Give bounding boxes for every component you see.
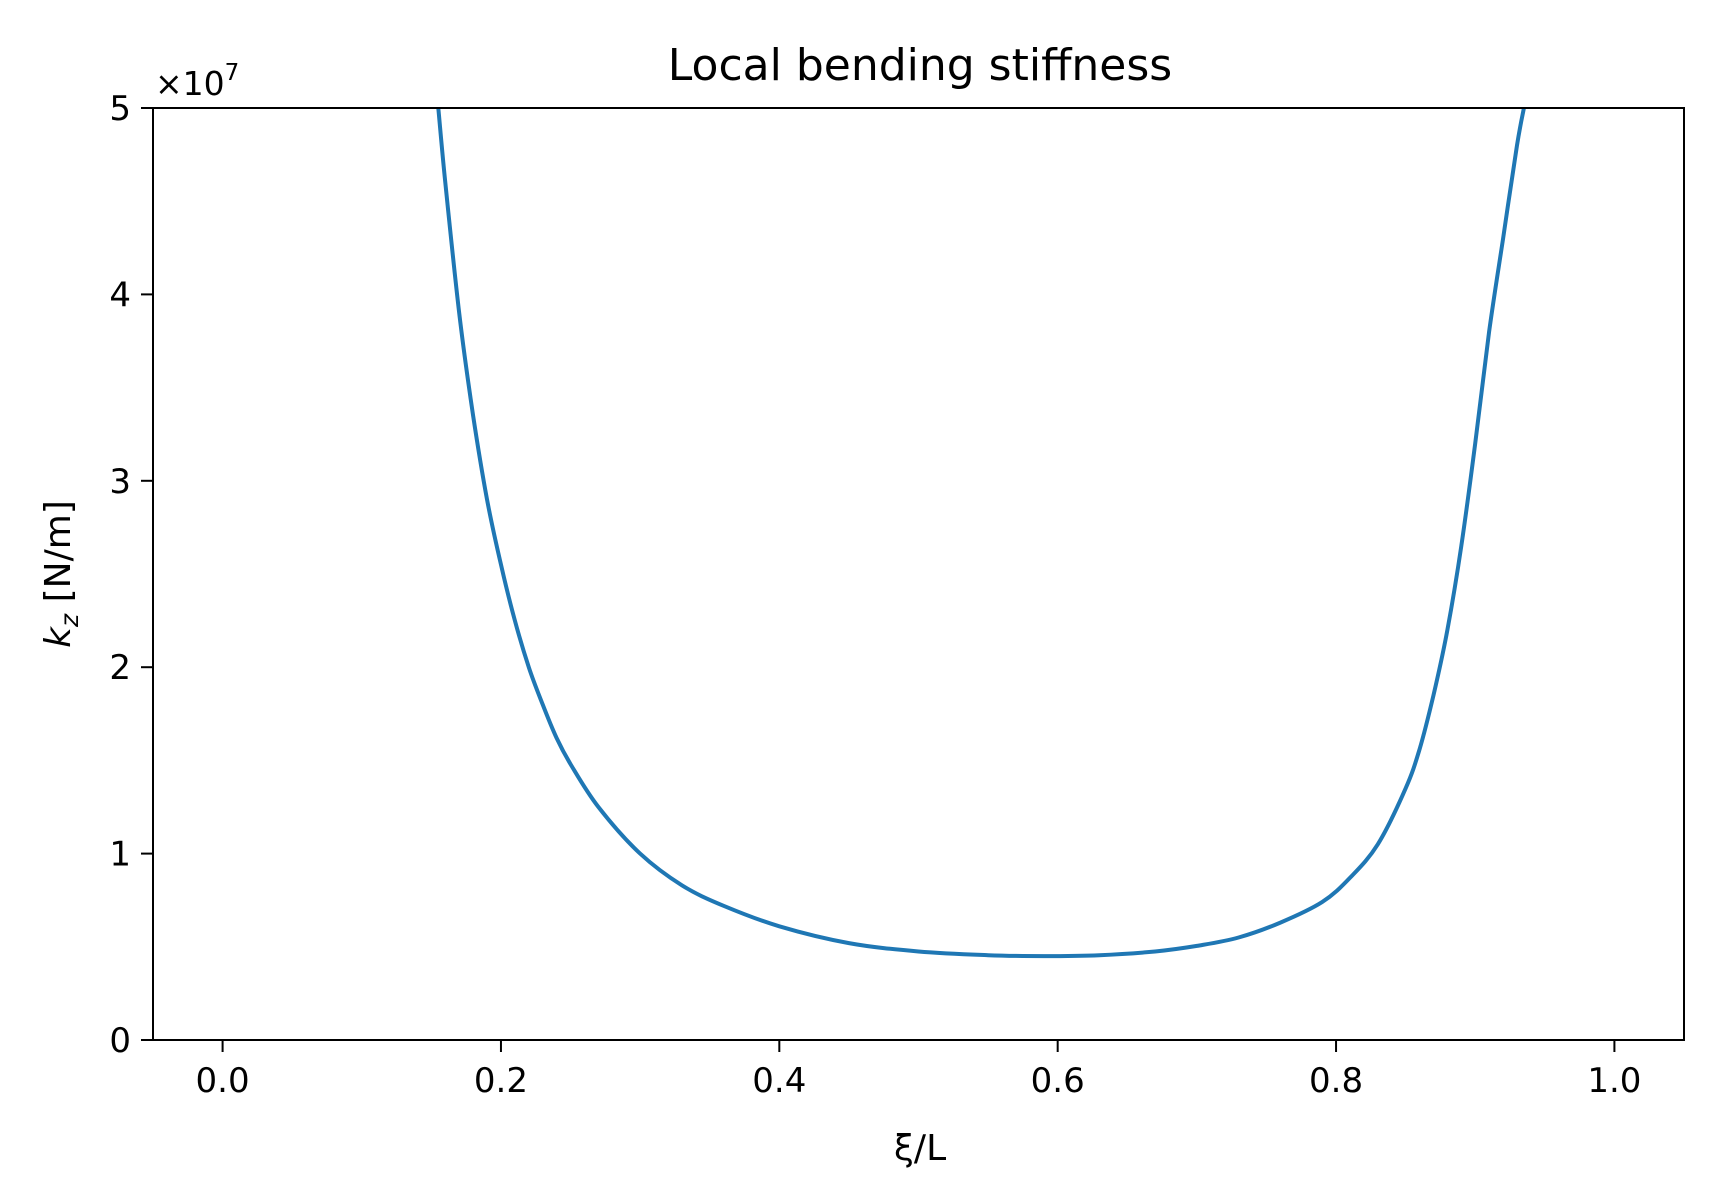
x-tick-label: 0.4 (752, 1061, 806, 1101)
y-tick-label: 0 (109, 1021, 131, 1061)
y-tick-label: 5 (109, 89, 131, 129)
y-axis-label-subscript: z (55, 613, 84, 628)
svg-text:×107: ×107 (155, 60, 239, 103)
y-offset-exponent: 7 (225, 60, 240, 86)
chart-title: Local bending stiffness (668, 40, 1172, 91)
y-offset-base: ×10 (155, 64, 225, 103)
x-tick-label: 0.6 (1031, 1061, 1085, 1101)
y-tick-label: 4 (109, 275, 131, 315)
y-tick-label: 1 (109, 835, 131, 875)
y-offset-label: ×107 (155, 60, 239, 103)
svg-text:kz [N/m]: kz [N/m] (38, 500, 84, 648)
y-axis-label-unit: [N/m] (38, 500, 79, 614)
line-layer (436, 107, 1526, 959)
y-axis-ticks: 0 1 2 3 4 5 (109, 89, 153, 1061)
y-tick-label: 2 (109, 648, 131, 688)
x-axis-label: ξ/L (894, 1128, 946, 1169)
y-axis-label: kz [N/m] (38, 500, 84, 648)
x-tick-label: 0.8 (1309, 1061, 1363, 1101)
x-tick-label: 0.0 (196, 1061, 250, 1101)
plot-frame (152, 107, 1685, 1041)
series-line (436, 107, 1526, 959)
x-tick-label: 1.0 (1587, 1061, 1641, 1101)
x-tick-label: 0.2 (474, 1061, 528, 1101)
y-axis-label-symbol: k (38, 625, 79, 648)
y-tick-label: 3 (109, 462, 131, 502)
x-axis-ticks: 0.0 0.2 0.4 0.6 0.8 1.0 (196, 1040, 1641, 1101)
